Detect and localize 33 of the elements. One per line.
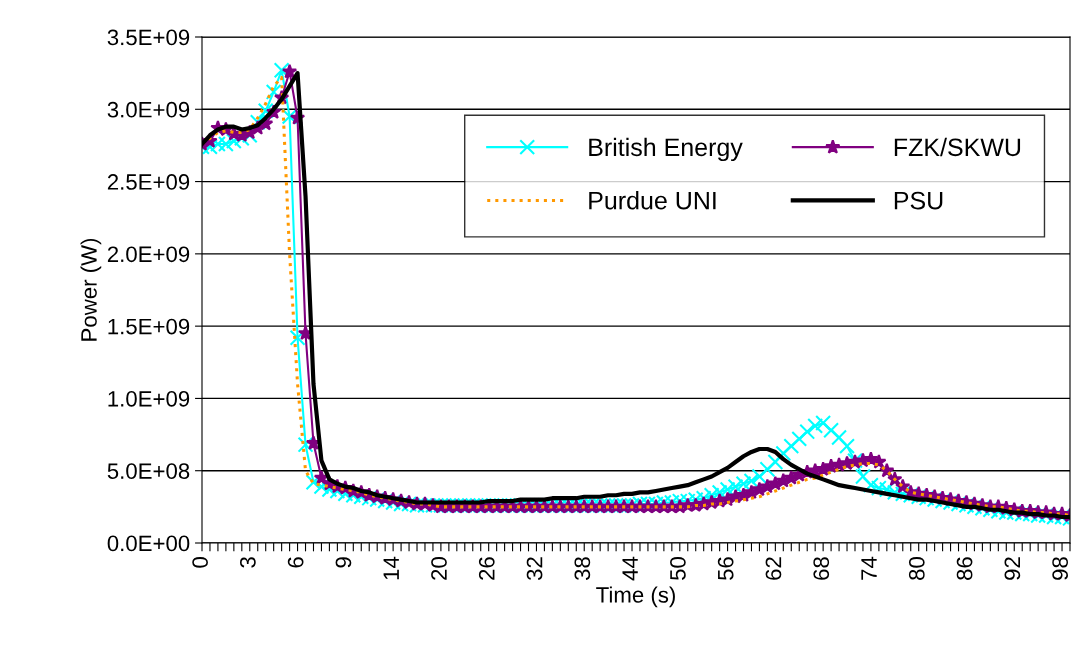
x-tick-label: 20 [431, 557, 447, 580]
legend-label: FZK/SKWU [894, 137, 1021, 157]
y-tick-label: 3.5E+09 [107, 29, 190, 46]
x-tick-label: 3 [240, 557, 256, 568]
x-tick-label: 6 [287, 557, 304, 568]
x-tick-label: 56 [717, 557, 734, 581]
y-tick-label: 1.5E+09 [108, 318, 190, 335]
x-tick-label: 0 [192, 557, 208, 568]
x-tick-label: 62 [765, 557, 782, 580]
y-tick-label: 3.0E+09 [107, 101, 190, 118]
legend-label: British Energy [589, 137, 743, 162]
x-tick-label: 68 [813, 557, 830, 580]
legend-label: Purdue UNI [589, 191, 716, 210]
y-tick-label: 2.0E+09 [107, 246, 190, 263]
x-tick-label: 38 [574, 557, 591, 581]
x-tick-label: 44 [622, 556, 638, 581]
legend-label: PSU [894, 191, 943, 210]
x-tick-label: 9 [335, 557, 352, 568]
y-tick-label: 1.0E+09 [108, 390, 190, 407]
x-tick-label: 26 [478, 557, 495, 580]
x-tick-label: 80 [908, 557, 925, 580]
y-tick-label: 5.0E+08 [107, 463, 190, 479]
x-tick-label: 86 [956, 557, 973, 580]
x-tick-label: 92 [1004, 557, 1021, 580]
x-tick-label: 74 [861, 556, 877, 580]
x-tick-label: 98 [1052, 557, 1068, 580]
x-tick-label: 50 [670, 557, 686, 581]
y-tick-label: 2.5E+09 [107, 174, 190, 190]
y-tick-label: 0.0E+00 [107, 535, 190, 552]
x-axis-title: Time (s) [596, 586, 675, 608]
x-tick-label: 14 [383, 556, 399, 580]
x-tick-label: 32 [526, 557, 543, 581]
y-axis-title: Power (W) [80, 238, 102, 341]
